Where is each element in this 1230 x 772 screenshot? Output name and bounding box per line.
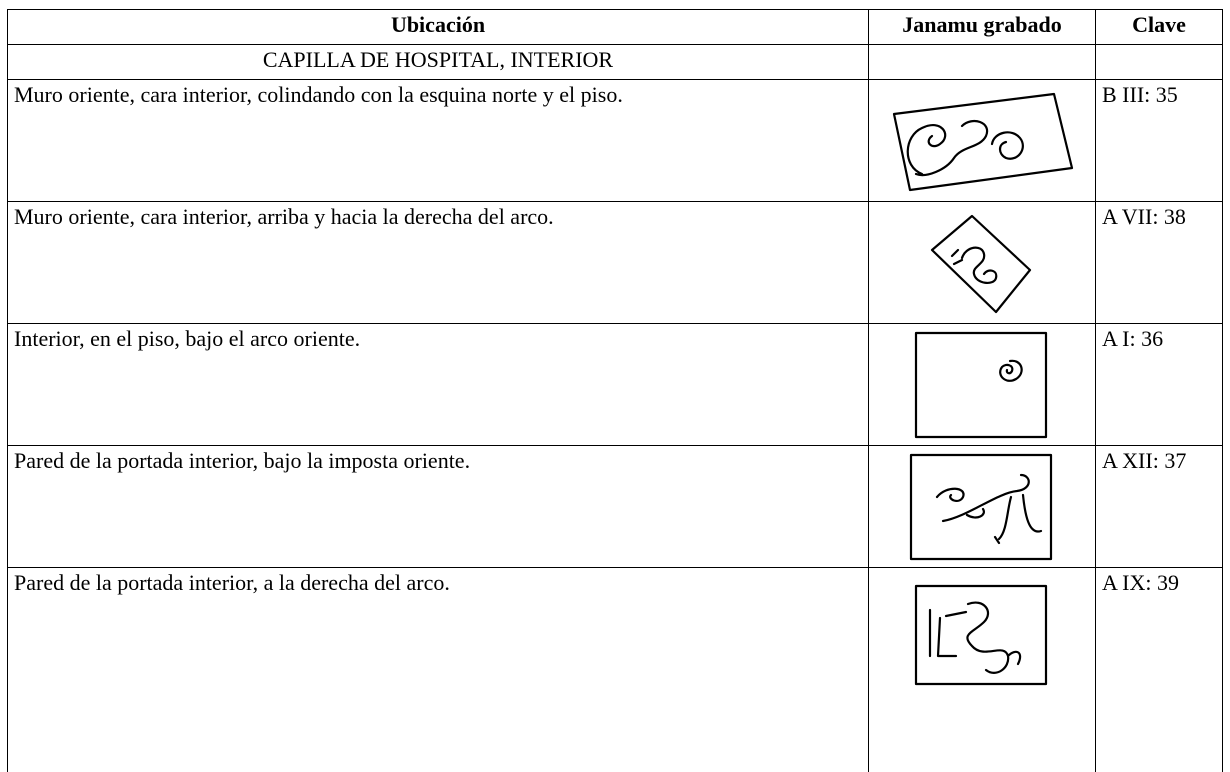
section-row: CAPILLA DE HOSPITAL, INTERIOR	[8, 45, 1223, 80]
location: Pared de la portada interior, bajo la im…	[8, 446, 869, 568]
row: Muro oriente, cara interior, arriba y ha…	[8, 202, 1223, 324]
location: Muro oriente, cara interior, arriba y ha…	[8, 202, 869, 324]
key: A IX: 39	[1096, 568, 1223, 772]
drawing	[907, 451, 1057, 563]
location: Interior, en el piso, bajo el arco orien…	[8, 324, 869, 446]
janamu-table: Ubicación Janamu grabado Clave CAPILLA D…	[7, 9, 1223, 772]
drawing	[912, 329, 1052, 441]
drawing	[882, 86, 1082, 196]
drawing-cell	[869, 568, 1096, 772]
location: Muro oriente, cara interior, colindando …	[8, 80, 869, 202]
header-row: Ubicación Janamu grabado Clave	[8, 10, 1223, 45]
empty-cell	[1096, 45, 1223, 80]
row: Interior, en el piso, bajo el arco orien…	[8, 324, 1223, 446]
drawing-cell	[869, 324, 1096, 446]
header-cell: Ubicación	[8, 10, 869, 45]
key: A I: 36	[1096, 324, 1223, 446]
key: A VII: 38	[1096, 202, 1223, 324]
row: Pared de la portada interior, bajo la im…	[8, 446, 1223, 568]
page: Ubicación Janamu grabado Clave CAPILLA D…	[0, 0, 1230, 742]
drawing	[912, 582, 1052, 688]
drawing-cell	[869, 80, 1096, 202]
key: B III: 35	[1096, 80, 1223, 202]
header-cell: Clave	[1096, 10, 1223, 45]
header-cell: Janamu grabado	[869, 10, 1096, 45]
key: A XII: 37	[1096, 446, 1223, 568]
empty-cell	[869, 45, 1096, 80]
row: Pared de la portada interior, a la derec…	[8, 568, 1223, 772]
drawing-cell	[869, 446, 1096, 568]
location: Pared de la portada interior, a la derec…	[8, 568, 869, 772]
drawing-cell	[869, 202, 1096, 324]
drawing	[912, 208, 1052, 318]
section-title: CAPILLA DE HOSPITAL, INTERIOR	[8, 45, 869, 80]
row: Muro oriente, cara interior, colindando …	[8, 80, 1223, 202]
